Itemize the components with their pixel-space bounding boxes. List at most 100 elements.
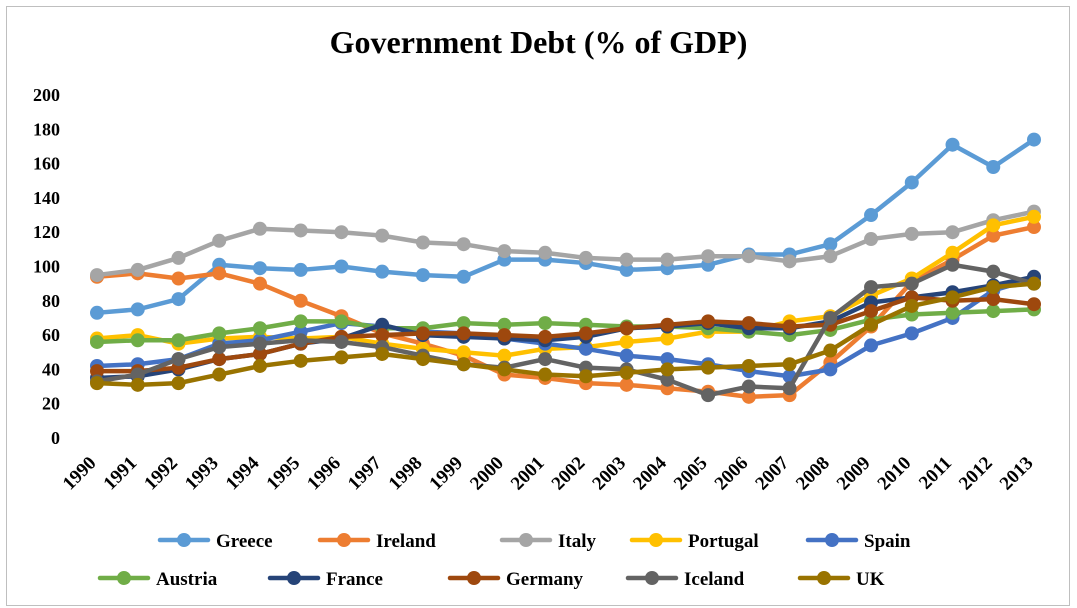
- legend-label: UK: [856, 569, 885, 590]
- data-point: [864, 338, 879, 353]
- data-point: [497, 317, 512, 332]
- data-point: [1027, 297, 1041, 312]
- series-italy: [90, 204, 1041, 283]
- data-point: [171, 292, 186, 307]
- x-tick-label: 2001: [507, 453, 549, 495]
- data-point: [252, 321, 267, 336]
- legend-swatch-marker: [649, 533, 663, 547]
- legend-label: Austria: [156, 569, 218, 590]
- series-spain: [90, 271, 1041, 384]
- legend-item-germany: Germany: [447, 569, 584, 590]
- data-point: [986, 228, 1001, 243]
- data-point: [619, 377, 634, 392]
- data-point: [1027, 209, 1041, 224]
- data-point: [782, 357, 797, 372]
- data-point: [293, 223, 308, 238]
- legend-label: Italy: [558, 531, 597, 552]
- data-point: [945, 290, 960, 305]
- x-tick-label: 2010: [874, 453, 916, 495]
- data-point: [212, 326, 227, 341]
- data-point: [212, 367, 227, 382]
- data-point: [701, 360, 716, 375]
- legend-item-austria: Austria: [97, 569, 218, 590]
- x-tick-label: 2006: [711, 453, 753, 495]
- x-tick-label: 1996: [303, 453, 345, 495]
- data-point: [252, 221, 267, 236]
- data-point: [456, 316, 471, 331]
- data-point: [212, 266, 227, 281]
- x-tick-label: 2012: [955, 453, 997, 495]
- x-tick-label: 2005: [670, 453, 712, 495]
- legend-label: Portugal: [688, 531, 759, 552]
- data-point: [578, 369, 593, 384]
- data-point: [823, 249, 838, 264]
- data-point: [986, 264, 1001, 279]
- data-point: [823, 237, 838, 252]
- data-point: [415, 235, 430, 250]
- legend-item-portugal: Portugal: [629, 531, 759, 552]
- data-point: [252, 276, 267, 291]
- data-point: [456, 357, 471, 372]
- data-point: [497, 328, 512, 343]
- x-tick-label: 2013: [996, 453, 1038, 495]
- legend-swatch-marker: [825, 533, 839, 547]
- data-point: [171, 271, 186, 286]
- y-tick-label: 140: [33, 188, 60, 208]
- data-point: [375, 346, 390, 361]
- legend-swatch-marker: [467, 571, 481, 585]
- data-point: [986, 304, 1001, 319]
- legend-swatch-marker: [817, 571, 831, 585]
- data-point: [986, 218, 1001, 233]
- chart-title: Government Debt (% of GDP): [329, 24, 748, 60]
- data-point: [293, 333, 308, 348]
- data-point: [741, 316, 756, 331]
- data-point: [415, 326, 430, 341]
- data-point: [252, 261, 267, 276]
- x-tick-label: 1998: [385, 453, 427, 495]
- data-point: [90, 364, 104, 379]
- y-tick-label: 40: [42, 359, 60, 379]
- x-tick-label: 1990: [59, 453, 101, 495]
- data-point: [538, 367, 553, 382]
- x-tick-label: 2000: [466, 453, 508, 495]
- data-point: [90, 334, 104, 349]
- data-point: [945, 137, 960, 152]
- data-point: [293, 314, 308, 329]
- legend-item-france: France: [267, 569, 383, 590]
- data-point: [252, 336, 267, 351]
- x-axis-ticks: 1990 1991 1992 1993 1994 1995 1996 1997 1998 1999…: [59, 452, 1038, 494]
- legend-swatch-marker: [117, 571, 131, 585]
- data-point: [986, 292, 1001, 307]
- series-germany: [90, 290, 1041, 379]
- data-point: [415, 268, 430, 283]
- data-point: [864, 304, 879, 319]
- data-point: [741, 389, 756, 404]
- legend-item-ireland: Ireland: [317, 531, 436, 552]
- data-point: [578, 250, 593, 265]
- x-tick-label: 2009: [833, 453, 875, 495]
- legend-label: France: [326, 569, 383, 590]
- data-point: [619, 334, 634, 349]
- data-point: [660, 331, 675, 346]
- data-point: [90, 305, 104, 320]
- legend-swatch-marker: [177, 533, 191, 547]
- data-point: [293, 353, 308, 368]
- x-tick-label: 1991: [100, 453, 142, 495]
- data-point: [904, 326, 919, 341]
- y-tick-label: 100: [33, 257, 60, 277]
- data-point: [986, 160, 1001, 175]
- data-point: [904, 276, 919, 291]
- y-tick-label: 160: [33, 154, 60, 174]
- legend-swatch-marker: [519, 533, 533, 547]
- data-point: [456, 326, 471, 341]
- data-point: [619, 365, 634, 380]
- data-point: [904, 226, 919, 241]
- data-point: [986, 280, 1001, 295]
- data-point: [864, 280, 879, 295]
- data-point: [90, 268, 104, 283]
- data-point: [864, 232, 879, 247]
- series-uk: [90, 276, 1041, 392]
- y-tick-label: 180: [33, 119, 60, 139]
- data-point: [130, 333, 145, 348]
